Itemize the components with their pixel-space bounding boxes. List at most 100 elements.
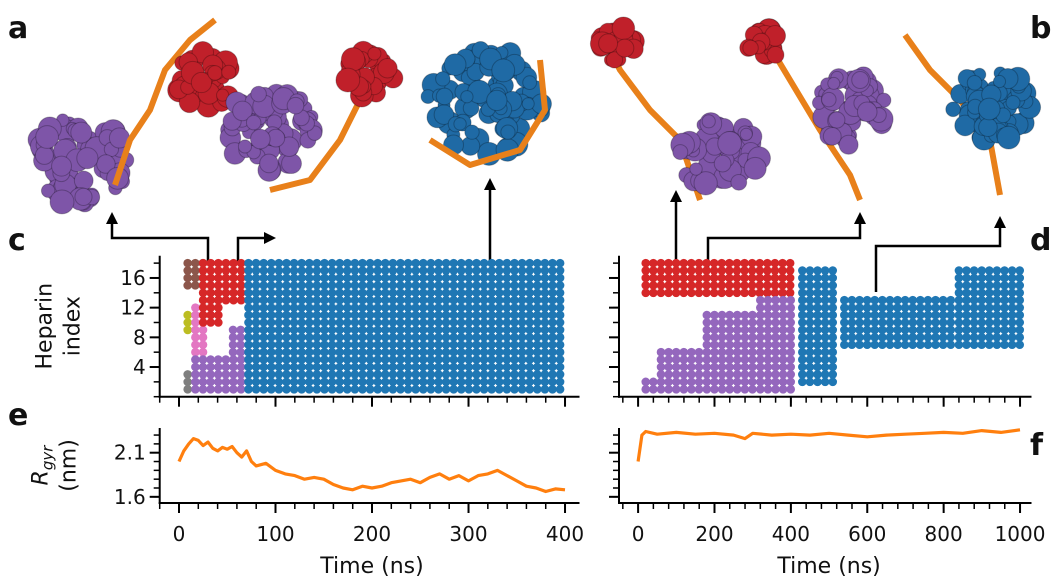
contact-dot [221,258,231,268]
contact-dot [641,281,651,290]
contact-dot [517,258,527,268]
contact-dot [555,370,565,379]
atom [828,111,846,129]
contact-dot [472,273,481,283]
contact-dot [717,318,727,327]
contact-dot [373,273,382,283]
contact-dot [679,288,689,298]
contact-dot [259,288,268,298]
atom [340,47,366,72]
contact-dot [709,281,719,290]
contact-dot [190,258,200,268]
contact-dot [908,303,918,312]
contact-dot [931,333,940,342]
contact-dot [805,362,815,372]
contact-dot [540,370,550,379]
contact-dot [840,295,849,305]
contact-dot [403,310,413,320]
contact-dot [464,318,474,327]
contact-dot [198,340,208,350]
contact-dot [813,295,822,305]
contact-dot [679,273,689,283]
contact-dot [289,370,299,379]
contact-dot [335,258,344,268]
contact-dot [198,362,208,372]
contact-dot [487,377,496,387]
contact-dot [434,340,443,350]
contact-dot [855,318,864,327]
contact-dot [717,355,727,364]
panel [609,255,1032,407]
contact-dot [778,288,787,298]
contact-dot [786,325,796,335]
contact-dot [798,303,807,312]
contact-dot [327,333,337,342]
contact-dot [778,310,788,320]
contact-dot [396,347,405,357]
contact-dot [236,355,246,364]
contact-dot [532,266,542,275]
contact-dot [756,347,765,357]
contact-dot [335,325,344,335]
contact-dot [472,281,481,290]
contact-dot [259,384,268,394]
contact-dot [702,288,711,298]
atom [996,125,1021,150]
contact-dot [236,266,246,275]
atom [435,87,454,106]
contact-dot [411,355,420,364]
contact-dot [206,303,216,312]
atom [96,154,116,174]
contact-dot [312,281,322,290]
contact-dot [649,384,658,394]
contact-dot [885,310,895,320]
contact-dot [756,340,765,350]
contact-dot [342,362,352,372]
contact-dot [510,273,519,283]
contact-dot [426,258,436,268]
contact-dot [365,370,375,379]
contact-dot [464,340,474,350]
contact-dot [464,347,474,357]
contact-dot [893,303,902,312]
contact-dot [820,347,830,357]
x-tick-label: 200 [353,522,391,546]
contact-dot [312,273,322,283]
contact-dot [266,362,276,372]
contact-dot [380,347,390,357]
contact-dot [532,347,542,357]
contact-dot [938,340,948,350]
contact-dot [510,318,519,327]
contact-dot [487,281,496,290]
contact-dot [525,340,534,350]
contact-dot [244,333,253,342]
contact-dot [969,288,979,298]
arrow-head [670,190,682,202]
contact-dot [748,347,757,357]
contact-dot [732,273,742,283]
x-tick-label: 100 [256,522,294,546]
atom [433,104,455,125]
contact-dot [221,266,231,275]
contact-dot [798,340,807,350]
contact-dot [916,318,925,327]
contact-dot [502,355,512,364]
contact-dot [946,303,956,312]
contact-dot [244,377,253,387]
contact-dot [464,273,474,283]
contact-dot [900,325,910,335]
contact-dot [236,347,245,357]
contact-dot [335,340,344,350]
contact-dot [870,340,880,350]
contact-dot [251,303,261,312]
contact-dot [327,377,337,387]
contact-dot [487,258,496,268]
contact-dot [916,295,925,305]
contact-dot [274,258,284,268]
contact-dot [441,266,451,275]
contact-dot [702,325,712,335]
contact-dot [479,362,489,372]
contact-dot [441,258,451,268]
contact-dot [229,355,238,364]
panel-letter: d [1030,223,1051,258]
